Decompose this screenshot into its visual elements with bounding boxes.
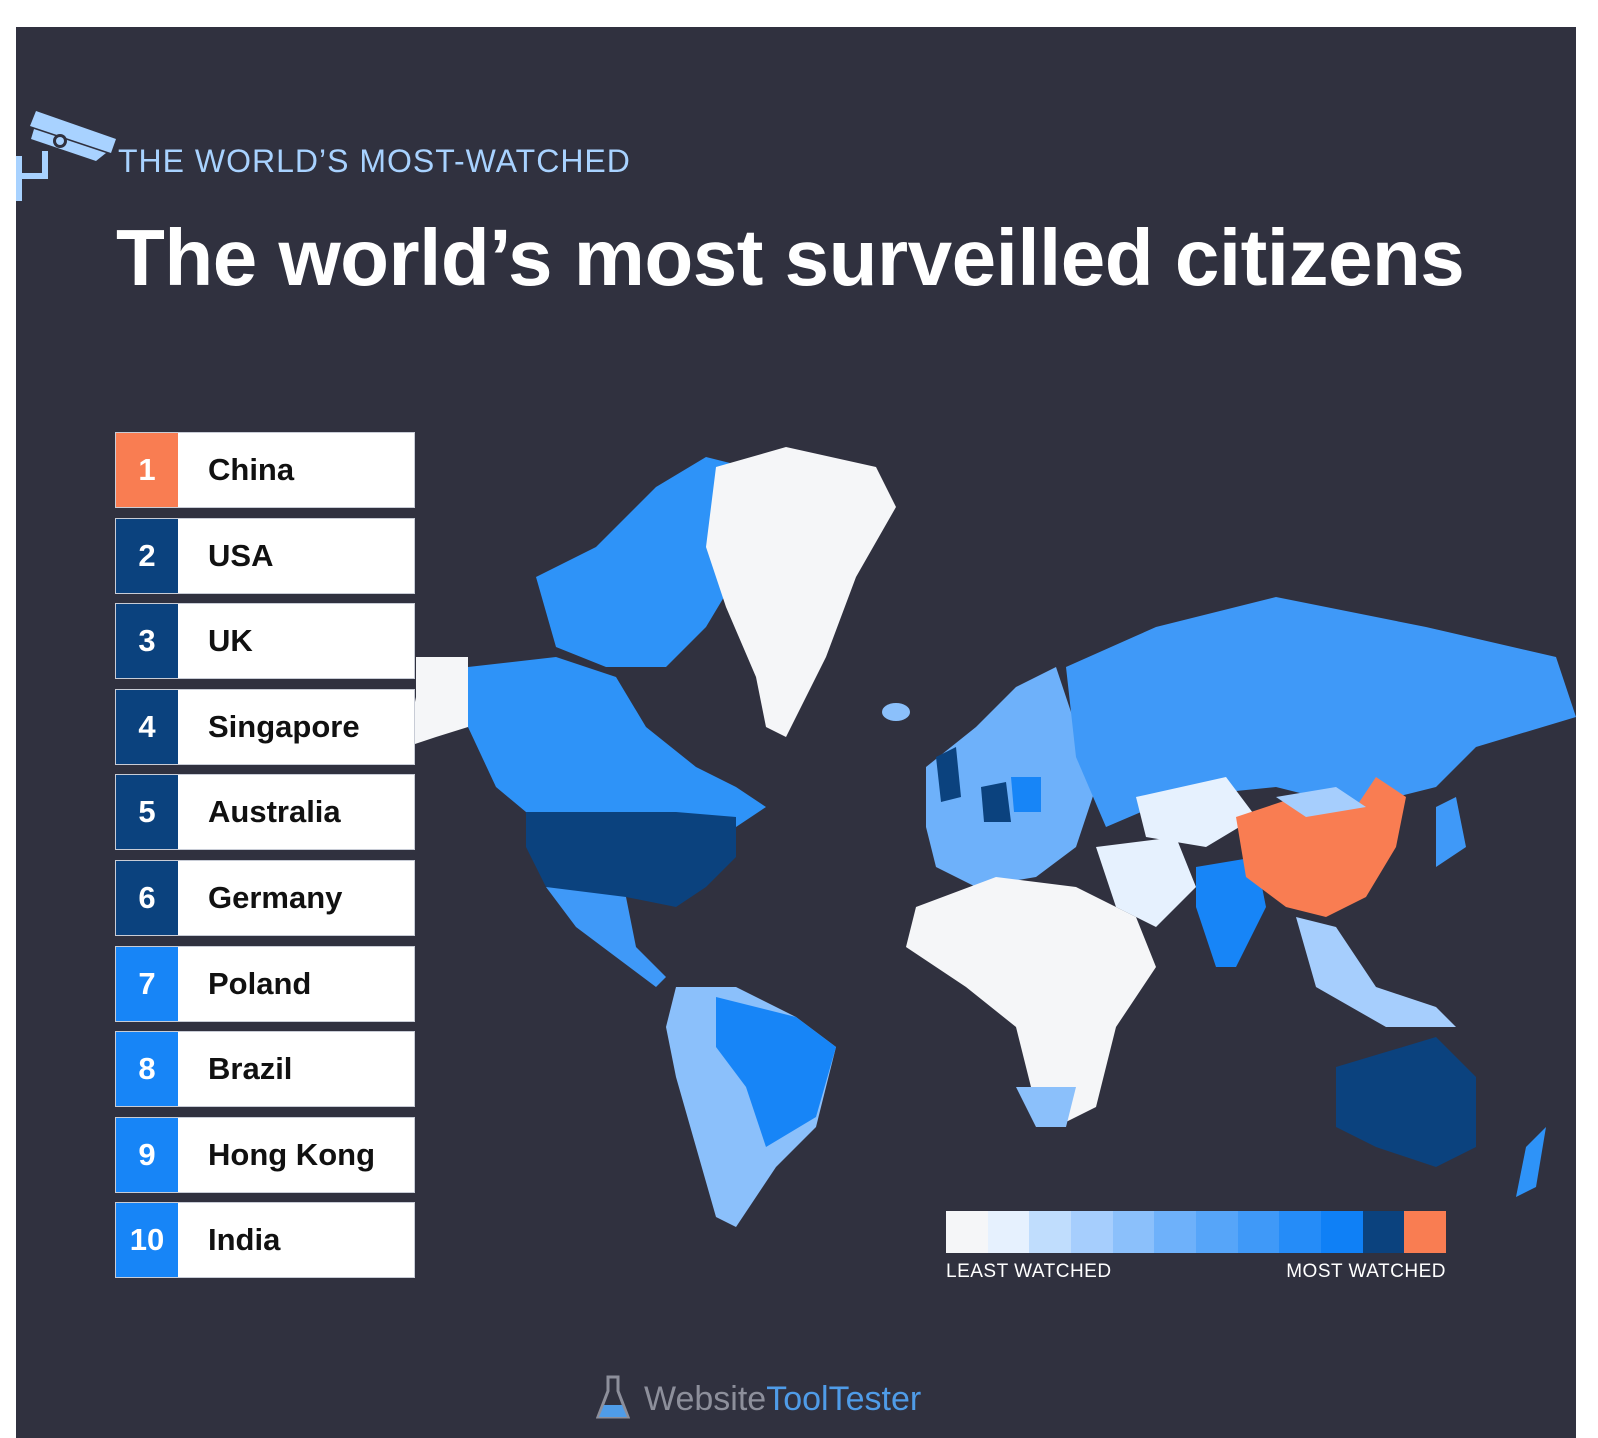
legend-swatch bbox=[1196, 1211, 1238, 1253]
region-south-africa bbox=[1016, 1087, 1076, 1127]
ranking-row: 5 Australia bbox=[115, 774, 415, 851]
region-japan bbox=[1436, 797, 1466, 867]
legend-swatch bbox=[1237, 1211, 1280, 1253]
country-name: Singapore bbox=[208, 708, 360, 744]
region-canada bbox=[468, 657, 766, 827]
legend-swatch bbox=[946, 1211, 988, 1253]
region-kazakhstan bbox=[1136, 777, 1256, 847]
ranking-row: 8 Brazil bbox=[115, 1031, 415, 1108]
ranking-row: 1 China bbox=[115, 432, 415, 508]
legend-swatch bbox=[1279, 1211, 1322, 1253]
region-canada-arctic bbox=[536, 457, 756, 667]
page-title: The world’s most surveilled citizens bbox=[116, 213, 1465, 302]
ranking-row: 4 Singapore bbox=[115, 688, 415, 765]
legend-swatch bbox=[987, 1211, 1030, 1253]
ranking-row: 3 UK bbox=[115, 603, 415, 680]
rank-number: 5 bbox=[116, 775, 178, 850]
kicker-heading: THE WORLD’S MOST-WATCHED bbox=[118, 143, 631, 179]
region-iceland bbox=[882, 703, 910, 721]
ranking-row: 6 Germany bbox=[115, 859, 415, 936]
legend-swatch bbox=[1321, 1211, 1363, 1253]
legend-swatch bbox=[1154, 1211, 1197, 1253]
ranking-list: 1 China 2 USA 3 UK 4 Singapore 5 Austral… bbox=[115, 432, 415, 1288]
region-germany bbox=[981, 782, 1011, 822]
legend-swatch bbox=[1112, 1211, 1155, 1253]
region-greenland bbox=[706, 447, 896, 737]
infographic-panel: THE WORLD’S MOST-WATCHED The world’s mos… bbox=[16, 27, 1576, 1438]
legend-max-label: MOST WATCHED bbox=[1286, 1261, 1446, 1282]
region-india bbox=[1196, 857, 1266, 967]
country-name: China bbox=[208, 452, 295, 487]
legend-swatch bbox=[1029, 1211, 1072, 1253]
country-name: Poland bbox=[208, 965, 312, 1001]
rank-number: 10 bbox=[116, 1203, 178, 1278]
brand-name-part1: Website bbox=[644, 1380, 767, 1418]
rank-number: 6 bbox=[116, 860, 178, 935]
region-poland bbox=[1011, 777, 1041, 812]
country-name: Australia bbox=[208, 794, 341, 830]
world-map bbox=[406, 447, 1576, 1227]
country-name: India bbox=[208, 1222, 281, 1258]
ranking-row: 7 Poland bbox=[115, 945, 415, 1022]
region-new-zealand bbox=[1516, 1127, 1546, 1197]
region-china bbox=[1236, 777, 1406, 917]
ranking-row: 9 Hong Kong bbox=[115, 1116, 415, 1193]
brand-name-part2: ToolTester bbox=[766, 1380, 922, 1418]
flask-icon bbox=[596, 1375, 630, 1419]
rank-number: 7 bbox=[116, 946, 178, 1021]
color-legend: LEAST WATCHED MOST WATCHED bbox=[946, 1211, 1447, 1283]
region-uk bbox=[936, 747, 961, 802]
region-australia bbox=[1336, 1037, 1476, 1167]
region-usa bbox=[526, 812, 736, 907]
ranking-row: 10 India bbox=[115, 1202, 415, 1279]
legend-gradient bbox=[946, 1211, 1447, 1253]
legend-swatch bbox=[1404, 1211, 1447, 1253]
country-name: Brazil bbox=[208, 1051, 293, 1087]
country-name: Hong Kong bbox=[208, 1136, 376, 1172]
rank-number: 9 bbox=[116, 1117, 178, 1192]
security-camera-icon bbox=[16, 111, 116, 201]
rank-number: 4 bbox=[116, 689, 178, 764]
region-africa bbox=[906, 877, 1156, 1127]
country-name: UK bbox=[208, 623, 253, 659]
brand-logo: Website ToolTester bbox=[596, 1375, 921, 1419]
legend-swatch bbox=[1071, 1211, 1113, 1253]
region-brazil bbox=[716, 997, 836, 1147]
region-mongolia bbox=[1276, 787, 1366, 817]
region-middle-east bbox=[1096, 837, 1196, 927]
country-name: USA bbox=[208, 537, 274, 573]
rank-number: 3 bbox=[116, 604, 178, 679]
region-se-asia bbox=[1296, 917, 1456, 1027]
rank-number: 2 bbox=[116, 518, 178, 593]
legend-min-label: LEAST WATCHED bbox=[946, 1261, 1112, 1282]
region-mexico bbox=[546, 887, 666, 987]
rank-number: 1 bbox=[116, 433, 178, 507]
rank-number: 8 bbox=[116, 1032, 178, 1107]
ranking-row: 2 USA bbox=[115, 517, 415, 594]
legend-swatch bbox=[1362, 1211, 1405, 1253]
region-russia bbox=[1066, 597, 1576, 827]
region-alaska bbox=[406, 657, 468, 747]
country-name: Germany bbox=[208, 879, 343, 915]
